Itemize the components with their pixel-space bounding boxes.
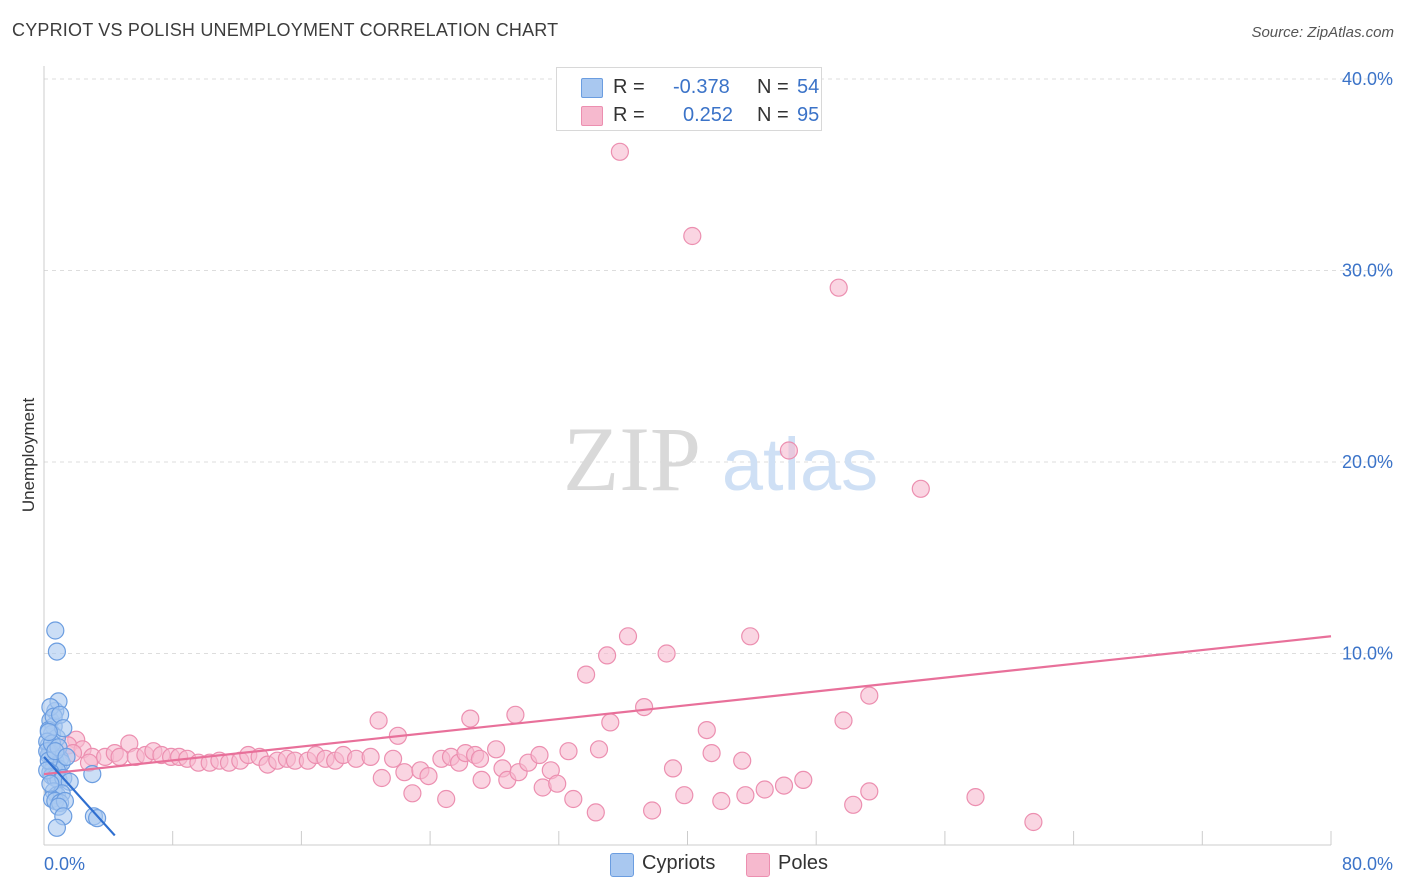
poles-point bbox=[966, 787, 985, 807]
poles-point bbox=[733, 751, 752, 770]
poles-point bbox=[372, 768, 391, 788]
cypriots-point bbox=[39, 722, 58, 742]
grid-lines bbox=[44, 78, 1392, 654]
watermark: ZIP atlas bbox=[563, 408, 878, 510]
legend-cypriots-swatch bbox=[610, 853, 634, 877]
poles-r-value: 0.252 bbox=[683, 104, 734, 126]
source-label: Source: ZipAtlas.com bbox=[1251, 24, 1394, 41]
poles-n-value: 95 bbox=[797, 104, 820, 126]
poles-point bbox=[618, 627, 638, 646]
poles-point bbox=[576, 665, 596, 684]
poles-point bbox=[829, 278, 848, 297]
poles-point bbox=[506, 705, 525, 724]
cypriots-point bbox=[57, 747, 76, 767]
poles-point bbox=[610, 142, 630, 161]
poles-point bbox=[589, 740, 609, 759]
x-tick-label: 80.0% bbox=[1342, 854, 1393, 874]
poles-point bbox=[559, 742, 578, 761]
poles-point bbox=[663, 759, 683, 778]
poles-point bbox=[361, 747, 380, 767]
tick-labels: 10.0% 20.0% 30.0% 40.0% 0.0% 80.0% bbox=[44, 69, 1393, 874]
poles-point bbox=[683, 226, 702, 246]
cypriots-point bbox=[87, 809, 107, 828]
trend-lines bbox=[43, 635, 1332, 837]
cypriots-n-label: N = bbox=[757, 76, 789, 98]
watermark-atlas: atlas bbox=[722, 423, 878, 506]
cypriots-point bbox=[41, 774, 60, 793]
poles-point bbox=[697, 720, 716, 740]
poles-point bbox=[564, 789, 583, 809]
poles-point bbox=[601, 713, 620, 732]
poles-point bbox=[419, 766, 438, 786]
poles-point bbox=[472, 770, 491, 790]
cypriots-point bbox=[46, 621, 65, 640]
poles-point bbox=[657, 644, 676, 663]
poles-point bbox=[834, 711, 853, 730]
watermark-zip: ZIP bbox=[563, 408, 701, 510]
poles-point bbox=[642, 801, 662, 820]
poles-point bbox=[384, 749, 403, 768]
poles-swatch bbox=[581, 106, 603, 126]
cypriots-point bbox=[47, 818, 67, 837]
poles-point bbox=[461, 709, 480, 728]
poles-n-label: N = bbox=[757, 104, 789, 126]
chart-title: CYPRIOT VS POLISH UNEMPLOYMENT CORRELATI… bbox=[12, 20, 559, 40]
poles-point bbox=[675, 786, 694, 805]
poles-point bbox=[369, 711, 388, 730]
legend-poles-label: Poles bbox=[778, 852, 829, 874]
y-tick-label: 40.0% bbox=[1342, 69, 1393, 89]
poles-point bbox=[860, 782, 879, 801]
poles-point bbox=[437, 789, 456, 809]
series-cypriots bbox=[38, 621, 107, 837]
poles-trend-line bbox=[43, 635, 1332, 776]
poles-point bbox=[110, 747, 129, 767]
series-poles bbox=[58, 142, 1043, 832]
poles-point bbox=[548, 774, 567, 793]
y-axis-label: Unemployment bbox=[19, 398, 38, 513]
poles-point bbox=[736, 786, 755, 805]
poles-r-label: R = bbox=[613, 104, 645, 126]
poles-point bbox=[860, 686, 879, 705]
poles-point bbox=[779, 441, 799, 460]
correlation-stats-box: R = -0.378 N = 54 R = 0.252 N = 95 bbox=[556, 67, 822, 131]
y-tick-label: 30.0% bbox=[1342, 261, 1393, 281]
y-tick-label: 10.0% bbox=[1342, 644, 1393, 664]
poles-point bbox=[470, 749, 490, 768]
poles-point bbox=[586, 803, 605, 822]
poles-point bbox=[844, 795, 863, 814]
cypriots-r-value: -0.378 bbox=[673, 76, 730, 98]
cypriots-point bbox=[47, 642, 67, 661]
poles-point bbox=[702, 743, 721, 763]
y-tick-label: 20.0% bbox=[1342, 452, 1393, 472]
poles-point bbox=[487, 740, 506, 759]
cypriots-n-value: 54 bbox=[797, 76, 820, 98]
cypriots-r-label: R = bbox=[613, 76, 645, 98]
cypriots-swatch bbox=[581, 78, 603, 98]
legend-cypriots-label: Cypriots bbox=[642, 852, 716, 874]
poles-point bbox=[911, 479, 930, 498]
x-tick-label: 0.0% bbox=[44, 854, 85, 874]
legend-poles-swatch bbox=[746, 853, 770, 877]
poles-point bbox=[794, 770, 813, 790]
poles-point bbox=[597, 646, 617, 665]
poles-point bbox=[1024, 812, 1043, 832]
cypriots-trend-line bbox=[43, 756, 116, 837]
poles-point bbox=[712, 791, 731, 811]
poles-point bbox=[741, 627, 760, 646]
poles-point bbox=[395, 763, 414, 782]
poles-point bbox=[530, 745, 549, 765]
poles-point bbox=[774, 776, 794, 795]
poles-point bbox=[403, 784, 422, 803]
poles-point bbox=[755, 780, 774, 799]
poles-point bbox=[634, 697, 654, 717]
